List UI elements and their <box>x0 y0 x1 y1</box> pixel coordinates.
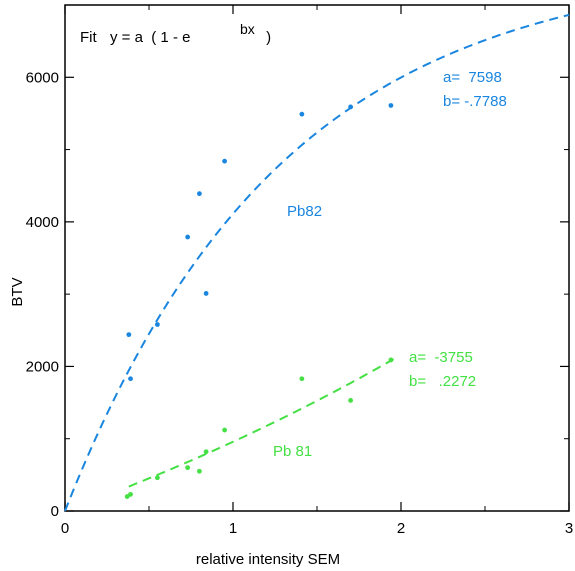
param-a-pb81: a= -3755 <box>409 349 473 366</box>
fit-label-prefix: Fit <box>80 29 97 46</box>
y-tick-label: 6000 <box>26 69 59 86</box>
data-point-pb82 <box>126 332 132 338</box>
data-points <box>124 103 394 499</box>
fit-curve-pb82 <box>64 13 570 512</box>
param-b-pb82: b= -.7788 <box>443 93 507 110</box>
x-tick-label: 0 <box>61 520 69 537</box>
param-a-pb82: a= 7598 <box>443 69 502 86</box>
y-axis-label: BTV <box>9 277 26 306</box>
axes: 0 1 2 3 0 2000 4000 6000 <box>26 5 573 537</box>
data-point-pb81 <box>155 475 160 481</box>
data-point-pb81 <box>222 427 228 433</box>
y-tick-label: 2000 <box>26 358 59 375</box>
annotations: Fit y = a ( 1 - e bx ) Pb82 a= 7598 b= -… <box>9 21 507 568</box>
data-point-pb81 <box>348 398 353 403</box>
series-label-pb81: Pb 81 <box>273 443 312 460</box>
data-point-pb82 <box>185 234 191 240</box>
x-axis-label: relative intensity SEM <box>196 551 340 568</box>
x-tick-label: 3 <box>565 520 573 537</box>
data-point-pb82 <box>348 104 353 110</box>
data-point-pb82 <box>222 158 228 164</box>
data-point-pb81 <box>185 465 191 471</box>
data-point-pb82 <box>197 191 202 197</box>
x-tick-label: 1 <box>229 520 237 537</box>
fit-label-exponent: bx <box>240 21 255 37</box>
data-point-pb81 <box>128 491 133 497</box>
y-tick-label: 4000 <box>26 214 59 231</box>
param-b-pb81: b= .2272 <box>409 373 476 390</box>
data-point-pb82 <box>155 322 160 327</box>
y-tick-label: 0 <box>51 503 59 520</box>
fit-curve-pb81 <box>128 357 395 488</box>
x-tick-label: 2 <box>397 520 405 537</box>
data-point-pb82 <box>203 291 209 296</box>
fit-curves <box>64 13 570 512</box>
data-point-pb81 <box>388 357 394 363</box>
series-label-pb82: Pb82 <box>287 203 322 220</box>
data-point-pb81 <box>197 468 202 474</box>
data-point-pb82 <box>388 103 394 108</box>
data-point-pb82 <box>128 376 133 382</box>
data-point-pb82 <box>299 111 305 117</box>
fit-label-formula: y = a ( 1 - e <box>110 29 190 46</box>
data-point-pb81 <box>203 449 209 455</box>
data-point-pb81 <box>299 376 305 382</box>
fit-label-suffix: ) <box>262 29 271 46</box>
